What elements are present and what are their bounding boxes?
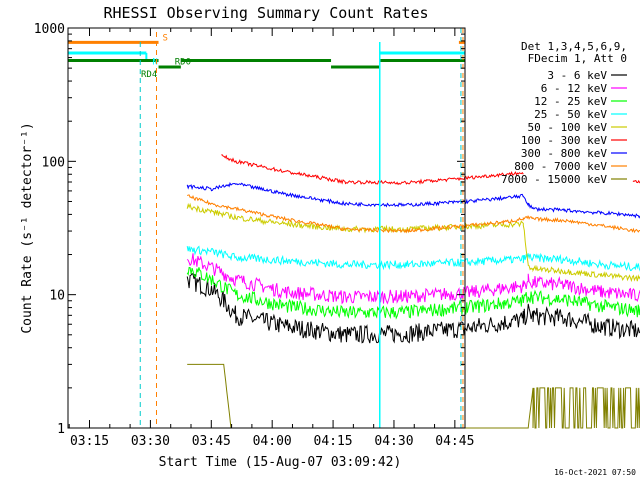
flag-label-rd0: RD0 (175, 58, 191, 68)
series-line-1 (186, 253, 640, 305)
series-line-3 (186, 245, 640, 272)
attenuator-flags: S N RD4 RD0 (68, 33, 465, 80)
legend-entry: 12 - 25 keV (534, 95, 607, 108)
flag-label-rd4: RD4 (141, 70, 157, 80)
y-tick-label: 1 (57, 422, 65, 437)
plot-frame (67, 27, 466, 429)
legend-entry: 6 - 12 keV (541, 82, 608, 95)
x-tick-label: 04:00 (253, 434, 292, 449)
x-tick-label: 04:30 (374, 434, 413, 449)
event-vertical-lines (139, 28, 464, 428)
legend-header: FDecim 1, Att 0 (528, 52, 627, 65)
legend-entry: 50 - 100 keV (528, 121, 608, 134)
axis-ticks: 03:15 03:30 03:45 04:00 04:15 04:30 04:45 1 10 10… (34, 22, 475, 449)
x-tick-label: 03:15 (70, 434, 109, 449)
series-line-5 (221, 154, 640, 186)
legend: Det 1,3,4,5,6,9,FDecim 1, Att 0 3 - 6 keV… (501, 40, 627, 186)
legend-entry: 25 - 50 keV (534, 108, 607, 121)
series-line-4 (186, 202, 640, 283)
series-line-7 (186, 194, 640, 234)
series-line-0 (186, 273, 640, 344)
timestamp: 16-Oct-2021 07:50 (554, 468, 636, 477)
legend-entry: 3 - 6 keV (547, 69, 607, 82)
flag-label-s: S (163, 33, 168, 43)
x-tick-label: 03:30 (131, 434, 170, 449)
series-line-2 (186, 266, 640, 320)
legend-header: Det 1,3,4,5,6,9, (521, 40, 627, 53)
x-axis-label: Start Time (15-Aug-07 03:09:42) (159, 455, 402, 470)
legend-entry: 300 - 800 keV (521, 147, 607, 160)
flag-label-n: N (152, 58, 157, 68)
y-axis-label: Count Rate (s⁻¹ detector⁻¹) (20, 122, 35, 333)
x-tick-label: 04:45 (435, 434, 474, 449)
legend-entry: 7000 - 15000 keV (501, 173, 607, 186)
y-tick-label: 10 (49, 289, 65, 304)
series-lines (186, 154, 640, 429)
y-tick-label: 1000 (34, 22, 65, 37)
chart-title: RHESSI Observing Summary Count Rates (103, 4, 428, 22)
x-tick-label: 04:15 (314, 434, 353, 449)
series-line-6 (186, 182, 640, 219)
series-line-8 (187, 363, 640, 429)
legend-entry: 800 - 7000 keV (514, 160, 607, 173)
legend-entry: 100 - 300 keV (521, 134, 607, 147)
y-tick-label: 100 (42, 155, 65, 170)
x-tick-label: 03:45 (192, 434, 231, 449)
